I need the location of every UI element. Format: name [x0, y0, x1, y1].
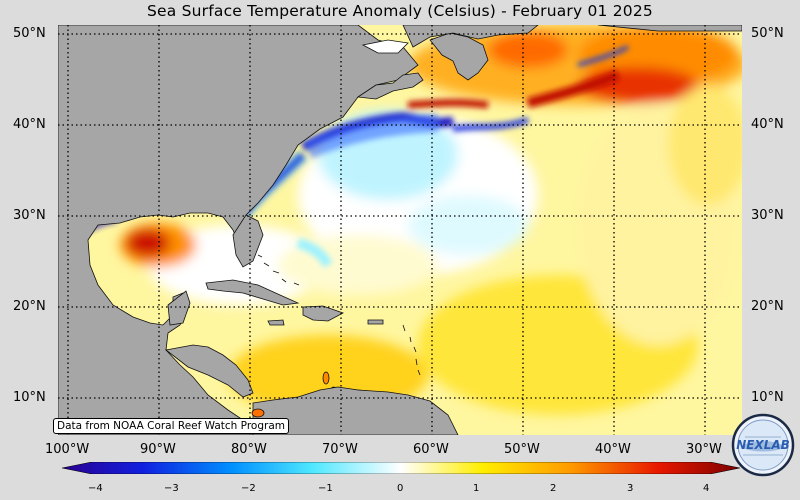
- colorbar-tick: −3: [164, 483, 179, 494]
- colorbar-tick: 1: [473, 483, 480, 494]
- lon-label: 90°W: [140, 442, 176, 457]
- land-maritimes: [356, 72, 424, 100]
- colorbar-gradient: [62, 462, 740, 474]
- anomaly-field: [58, 25, 742, 415]
- land-labrador: [402, 25, 539, 48]
- land-south-america: [252, 386, 459, 435]
- map-title: Sea Surface Temperature Anomaly (Celsius…: [147, 2, 653, 20]
- land-hispaniola: [302, 305, 344, 322]
- colorbar-tick: 4: [703, 483, 710, 494]
- lat-label-left: 10°N: [13, 390, 46, 405]
- lat-label-right: 10°N: [751, 390, 784, 405]
- land-puerto-rico: [367, 319, 384, 325]
- caribbean-islands: [251, 254, 421, 418]
- colorbar-tick: 2: [550, 483, 557, 494]
- land-yucatan: [167, 290, 191, 326]
- lat-label-left: 20°N: [13, 299, 46, 314]
- land-cuba: [205, 279, 300, 306]
- lat-label-right: 20°N: [751, 299, 784, 314]
- colorbar: [62, 462, 740, 474]
- lon-label: 100°W: [45, 442, 90, 457]
- nexlab-logo: NEXLAB: [731, 413, 795, 477]
- lon-label: 70°W: [322, 442, 358, 457]
- lat-label-left: 50°N: [13, 26, 46, 41]
- colorbar-tick: −2: [241, 483, 256, 494]
- colorbar-tick: 3: [627, 483, 634, 494]
- lon-label: 80°W: [231, 442, 267, 457]
- lat-label-left: 30°N: [13, 208, 46, 223]
- land-newfoundland: [429, 32, 489, 81]
- lon-label: 60°W: [413, 442, 449, 457]
- lat-label-left: 40°N: [13, 117, 46, 132]
- lon-label: 30°W: [686, 442, 722, 457]
- sst-anomaly-map: [58, 25, 742, 435]
- graticule: [58, 25, 742, 435]
- lat-label-right: 50°N: [751, 26, 784, 41]
- great-lakes: [361, 39, 409, 54]
- land-jamaica: [267, 319, 285, 326]
- logo-text: NEXLAB: [736, 438, 790, 452]
- lat-label-right: 30°N: [751, 208, 784, 223]
- colorbar-tick: −1: [318, 483, 333, 494]
- lat-label-right: 40°N: [751, 117, 784, 132]
- data-credit: Data from NOAA Coral Reef Watch Program: [53, 418, 289, 434]
- colorbar-tick: −4: [88, 483, 103, 494]
- colorbar-tick: 0: [397, 483, 404, 494]
- land-florida: [232, 214, 264, 268]
- land-greenland: [597, 25, 742, 32]
- lon-label: 40°W: [595, 442, 631, 457]
- lon-label: 50°W: [504, 442, 540, 457]
- land: [58, 25, 742, 435]
